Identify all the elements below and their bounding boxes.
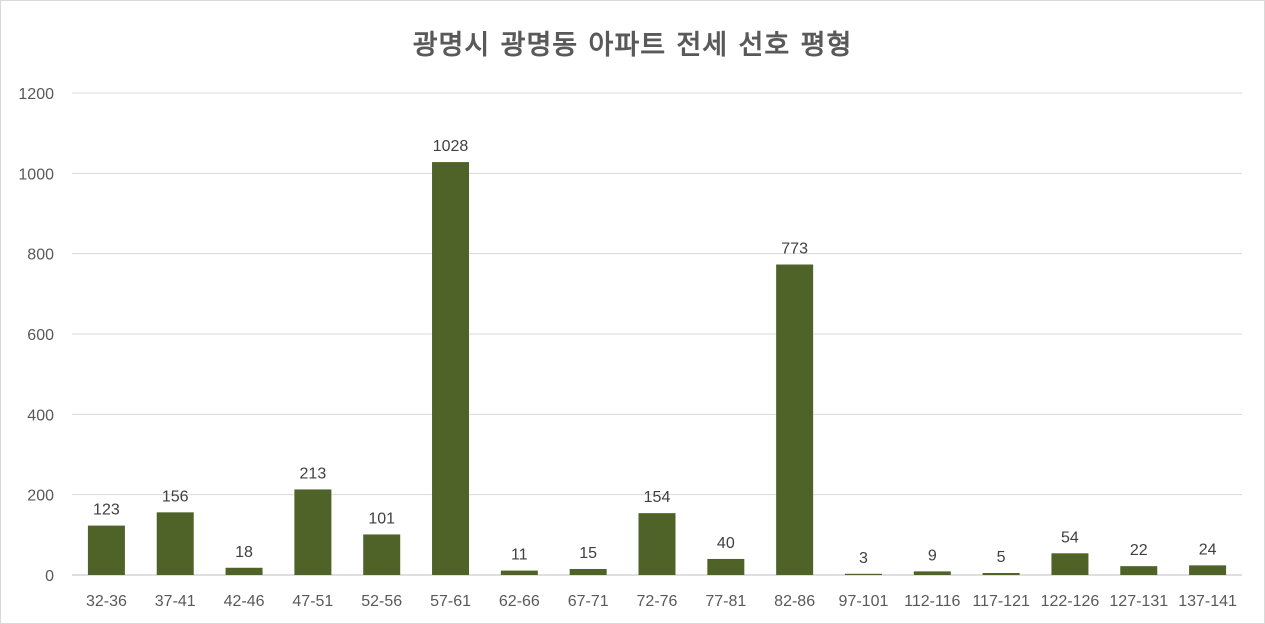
bar <box>982 572 1020 575</box>
bar <box>638 513 676 575</box>
data-label: 15 <box>579 545 597 562</box>
x-tick-label: 37-41 <box>155 593 196 610</box>
y-tick-label: 1000 <box>18 166 54 183</box>
bars <box>87 162 1227 575</box>
x-tick-label: 82-86 <box>774 593 815 610</box>
gridlines <box>72 92 1242 576</box>
y-tick-label: 800 <box>27 247 54 264</box>
bar <box>844 573 882 575</box>
bar <box>776 264 814 575</box>
data-label: 40 <box>717 535 735 552</box>
x-tick-label: 127-131 <box>1109 593 1168 610</box>
data-label: 24 <box>1199 541 1217 558</box>
data-label: 18 <box>235 544 253 561</box>
x-tick-label: 112-116 <box>904 593 960 610</box>
x-tick-label: 42-46 <box>224 593 265 610</box>
data-label: 101 <box>368 510 395 527</box>
chart-title: 광명시 광명동 아파트 전세 선호 평형 <box>412 30 853 61</box>
data-label: 9 <box>928 547 937 564</box>
y-tick-label: 200 <box>27 488 54 505</box>
x-tick-label: 77-81 <box>705 593 746 610</box>
y-tick-label: 400 <box>27 407 54 424</box>
bar <box>569 568 607 575</box>
x-tick-label: 67-71 <box>568 593 609 610</box>
x-tick-label: 52-56 <box>361 593 402 610</box>
x-tick-label: 122-126 <box>1041 593 1100 610</box>
bar <box>1051 553 1089 575</box>
bar <box>500 570 538 575</box>
bar <box>707 558 745 575</box>
bar <box>913 571 951 575</box>
bar <box>1189 565 1227 575</box>
data-label: 154 <box>644 489 671 506</box>
x-tick-label: 32-36 <box>86 593 127 610</box>
x-tick-label: 72-76 <box>637 593 678 610</box>
bar <box>432 162 470 575</box>
y-axis: 0 200 400 600 800 1000 1200 <box>18 86 54 585</box>
y-tick-label: 0 <box>45 568 54 585</box>
data-labels: 123 156 18 213 101 1028 11 15 154 40 773 3 9 5 54 22 24 <box>93 138 1217 567</box>
bar <box>225 567 263 575</box>
data-label: 3 <box>859 550 868 567</box>
x-tick-label: 62-66 <box>499 593 540 610</box>
bar <box>294 489 332 575</box>
data-label: 123 <box>93 502 120 519</box>
y-tick-label: 1200 <box>18 86 54 103</box>
data-label: 773 <box>781 241 808 258</box>
x-tick-label: 57-61 <box>430 593 471 610</box>
bar <box>87 525 125 575</box>
x-tick-label: 117-121 <box>972 593 1030 610</box>
x-tick-label: 47-51 <box>292 593 333 610</box>
data-label: 22 <box>1130 542 1148 559</box>
data-label: 156 <box>162 488 189 505</box>
x-tick-label: 137-141 <box>1178 593 1237 610</box>
x-tick-label: 97-101 <box>839 593 889 610</box>
x-axis: 32-36 37-41 42-46 47-51 52-56 57-61 62-66 67-71… <box>86 593 1237 610</box>
data-label: 54 <box>1061 529 1079 546</box>
bar <box>363 534 401 575</box>
data-label: 213 <box>300 465 327 482</box>
data-label: 5 <box>997 549 1006 566</box>
y-tick-label: 600 <box>27 327 54 344</box>
bar <box>156 512 194 575</box>
data-label: 1028 <box>433 138 469 155</box>
data-label: 11 <box>511 547 528 564</box>
bar <box>1120 566 1158 575</box>
